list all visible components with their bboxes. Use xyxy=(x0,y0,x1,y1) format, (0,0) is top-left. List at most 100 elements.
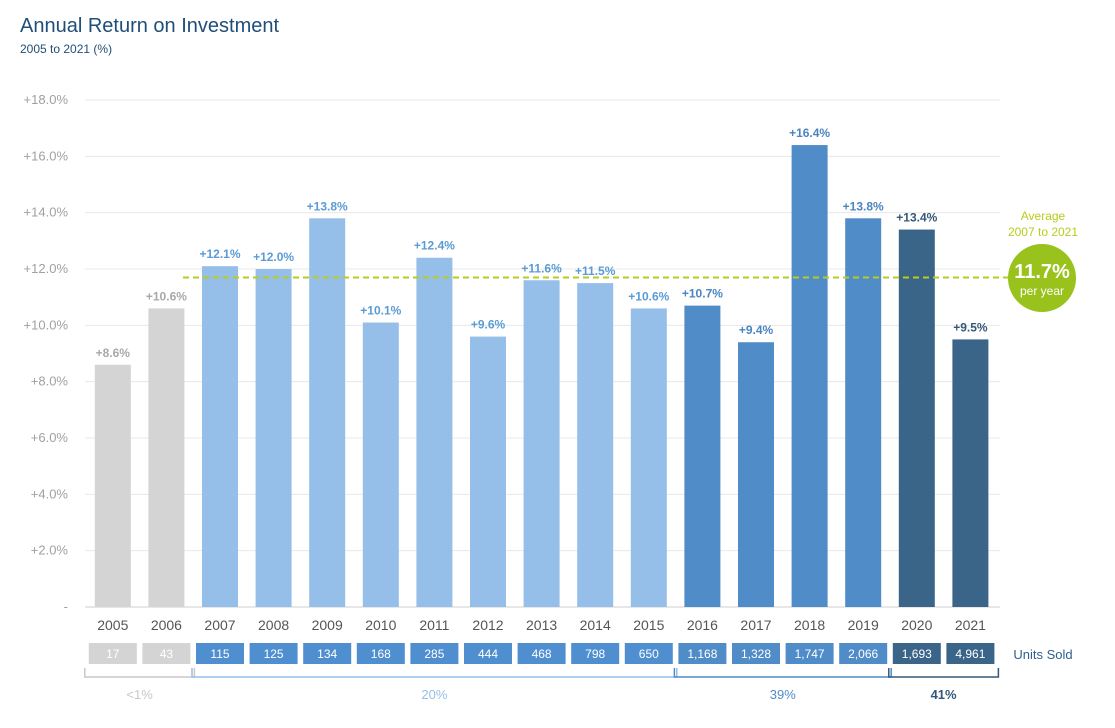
x-tick-label: 2018 xyxy=(794,617,825,633)
units-sold-box xyxy=(785,643,834,664)
group-bracket xyxy=(888,668,1000,678)
average-per-year: per year xyxy=(1020,284,1064,298)
bar-value-label: +13.4% xyxy=(896,211,937,225)
units-sold-box xyxy=(624,643,673,664)
units-sold-value: 650 xyxy=(639,647,659,661)
x-tick-label: 2005 xyxy=(97,617,128,633)
y-tick-label: +6.0% xyxy=(31,430,69,445)
bar xyxy=(845,218,882,608)
chart-title: Annual Return on Investment xyxy=(20,15,280,37)
y-tick-label: +12.0% xyxy=(24,261,69,276)
bar xyxy=(309,218,346,608)
x-tick-label: 2020 xyxy=(901,617,932,633)
units-sold-value: 285 xyxy=(424,647,444,661)
units-sold-value: 168 xyxy=(371,647,391,661)
group-bracket xyxy=(191,668,678,678)
units-sold-value: 134 xyxy=(317,647,337,661)
x-tick-label: 2007 xyxy=(204,617,235,633)
units-sold-value: 115 xyxy=(210,647,229,661)
bar xyxy=(416,257,453,607)
group-share-label: 39% xyxy=(770,687,796,702)
units-sold-box xyxy=(571,643,620,664)
bar xyxy=(630,308,667,607)
units-sold-value: 125 xyxy=(264,647,284,661)
y-tick-label: - xyxy=(64,599,68,614)
units-sold-box xyxy=(356,643,405,664)
group-share-label: 20% xyxy=(421,687,447,702)
bar xyxy=(94,364,131,607)
units-sold-value: 1,747 xyxy=(795,647,825,661)
bar-value-label: +12.0% xyxy=(253,250,294,264)
units-sold-box xyxy=(678,643,727,664)
units-sold-box xyxy=(303,643,352,664)
x-tick-label: 2021 xyxy=(955,617,986,633)
x-tick-label: 2015 xyxy=(633,617,664,633)
units-sold-value: 1,328 xyxy=(741,647,771,661)
x-tick-label: 2019 xyxy=(848,617,879,633)
units-sold-box xyxy=(464,643,512,664)
average-value: 11.7% xyxy=(1014,261,1070,283)
units-sold-box xyxy=(410,643,459,664)
x-tick-label: 2010 xyxy=(365,617,396,633)
group-bracket xyxy=(673,668,892,678)
units-sold-value: 798 xyxy=(585,647,605,661)
bar-value-label: +13.8% xyxy=(843,199,884,213)
units-sold-box xyxy=(517,643,566,664)
average-period-label: 2007 to 2021 xyxy=(1008,225,1078,239)
bar-value-label: +13.8% xyxy=(307,199,348,213)
units-sold-value: 444 xyxy=(478,647,498,661)
units-sold-value: 468 xyxy=(532,647,552,661)
bar xyxy=(898,229,935,608)
group-share-label: <1% xyxy=(126,687,153,702)
y-tick-label: +18.0% xyxy=(24,92,69,107)
x-tick-label: 2013 xyxy=(526,617,557,633)
units-sold-value: 4,961 xyxy=(955,647,985,661)
bar-value-label: +9.4% xyxy=(739,323,774,337)
y-tick-label: +8.0% xyxy=(31,374,69,389)
average-circle xyxy=(1008,244,1076,312)
bar xyxy=(202,266,238,607)
x-tick-label: 2008 xyxy=(258,617,289,633)
bar xyxy=(952,339,989,607)
bar-value-label: +10.6% xyxy=(628,289,669,303)
group-share-label: 41% xyxy=(931,687,957,702)
units-sold-box xyxy=(249,643,298,664)
units-sold-box xyxy=(142,643,191,664)
bar-value-label: +11.5% xyxy=(575,264,616,278)
bar xyxy=(684,305,721,607)
units-sold-value: 1,168 xyxy=(687,647,717,661)
y-tick-label: +16.0% xyxy=(24,148,69,163)
group-bracket xyxy=(84,668,196,678)
bar-value-label: +9.5% xyxy=(953,320,988,334)
x-tick-label: 2016 xyxy=(687,617,718,633)
bar-value-label: +10.7% xyxy=(682,287,723,301)
bar xyxy=(362,322,399,607)
units-sold-box xyxy=(839,643,888,664)
bar xyxy=(738,342,774,607)
bar-value-label: +9.6% xyxy=(471,318,506,332)
bar xyxy=(577,283,614,607)
units-sold-value: 43 xyxy=(160,647,174,661)
bar xyxy=(523,280,560,607)
bar-value-label: +16.4% xyxy=(789,126,830,140)
bar-value-label: +8.6% xyxy=(96,346,131,360)
x-tick-label: 2006 xyxy=(151,617,182,633)
units-sold-box xyxy=(196,643,244,664)
bar xyxy=(255,269,292,607)
units-sold-value: 2,066 xyxy=(848,647,878,661)
average-label: Average xyxy=(1021,209,1066,223)
x-tick-label: 2014 xyxy=(580,617,611,633)
units-sold-box xyxy=(88,643,137,664)
y-tick-label: +10.0% xyxy=(24,317,69,332)
units-sold-value: 17 xyxy=(106,647,120,661)
units-sold-box xyxy=(946,643,995,664)
bar xyxy=(148,308,185,607)
x-tick-label: 2017 xyxy=(740,617,771,633)
x-tick-label: 2012 xyxy=(472,617,503,633)
units-sold-value: 1,693 xyxy=(902,647,932,661)
units-sold-box xyxy=(892,643,941,664)
units-sold-box xyxy=(732,643,780,664)
bar-value-label: +12.4% xyxy=(414,239,455,253)
x-tick-label: 2009 xyxy=(312,617,343,633)
